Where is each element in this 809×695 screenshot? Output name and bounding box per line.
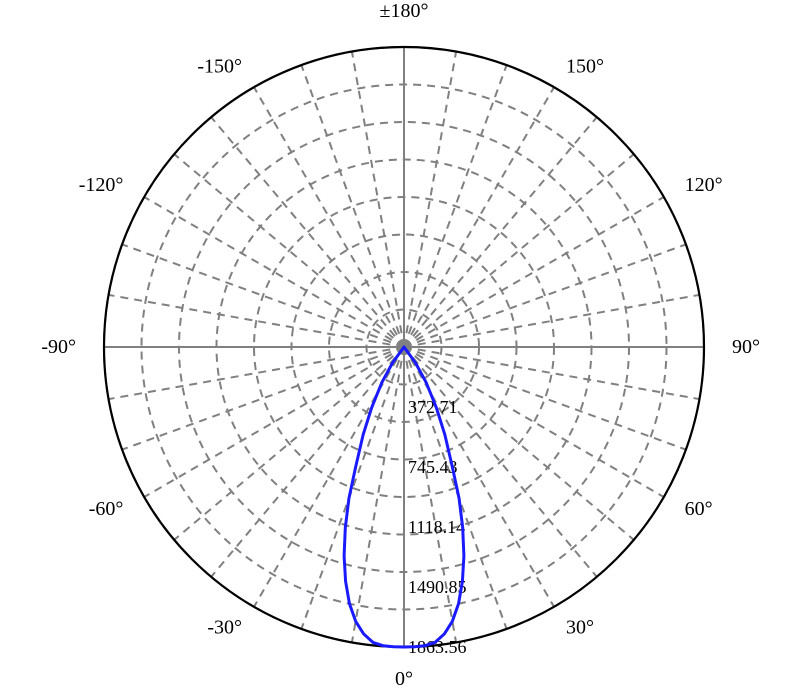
angle-grid-label: -120° — [79, 174, 124, 196]
angle-grid-label: 0° — [395, 668, 413, 690]
grid-spoke — [352, 52, 404, 347]
angle-grid-label: -30° — [207, 617, 242, 639]
angle-grid-label: 60° — [685, 498, 713, 520]
radial-grid-label: 1490.85 — [408, 577, 467, 597]
grid-spoke — [122, 347, 404, 450]
angle-grid-label: -60° — [89, 498, 124, 520]
grid-spoke — [301, 65, 404, 347]
polar-chart: 372.71745.431118.141490.851863.56 0°30°6… — [0, 0, 809, 695]
grid-spoke — [109, 347, 404, 399]
angle-grid-label: 90° — [732, 336, 760, 358]
angle-grid-label: 150° — [566, 55, 604, 77]
angle-grid-label: ±180° — [380, 0, 429, 22]
angle-grid-label: 30° — [566, 617, 594, 639]
angle-grid-label: -90° — [41, 336, 76, 358]
angle-grid-label: 120° — [685, 174, 723, 196]
grid-spoke — [404, 347, 699, 399]
radial-grid-label: 1118.14 — [408, 517, 465, 537]
angle-grid-label: -150° — [197, 55, 242, 77]
